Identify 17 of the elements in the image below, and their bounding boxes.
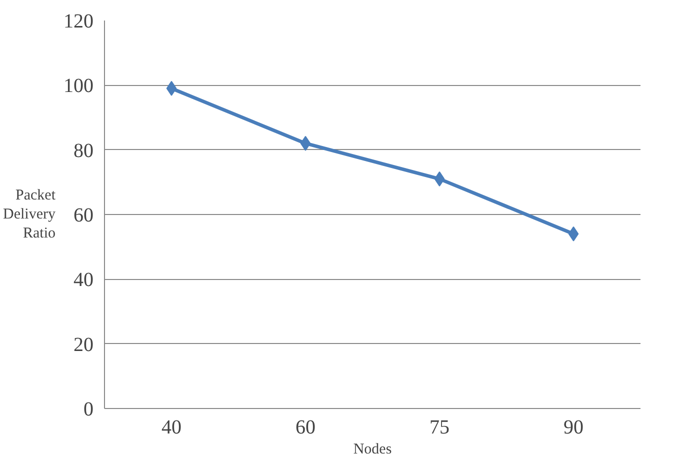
- point: [434, 171, 445, 186]
- y-tick-label: 100: [64, 75, 94, 98]
- y-axis-title: Packet Delivery Ratio: [3, 187, 56, 242]
- x-tick-label: 40: [162, 416, 182, 438]
- point: [568, 226, 579, 242]
- x-tick-label: 60: [296, 416, 316, 438]
- x-tick-label: 90: [564, 416, 584, 438]
- x-axis-title: Nodes: [353, 442, 392, 458]
- y-tick-label: 40: [74, 269, 94, 292]
- y-tick-label: 0: [84, 398, 94, 420]
- y-tick-label: 20: [74, 334, 94, 356]
- y-tick-label: 80: [74, 140, 94, 162]
- x-tick-label: 75: [430, 416, 450, 438]
- point: [300, 136, 311, 151]
- point: [166, 80, 177, 96]
- y-tick-label: 60: [74, 204, 94, 226]
- y-tick-label: 120: [64, 10, 94, 32]
